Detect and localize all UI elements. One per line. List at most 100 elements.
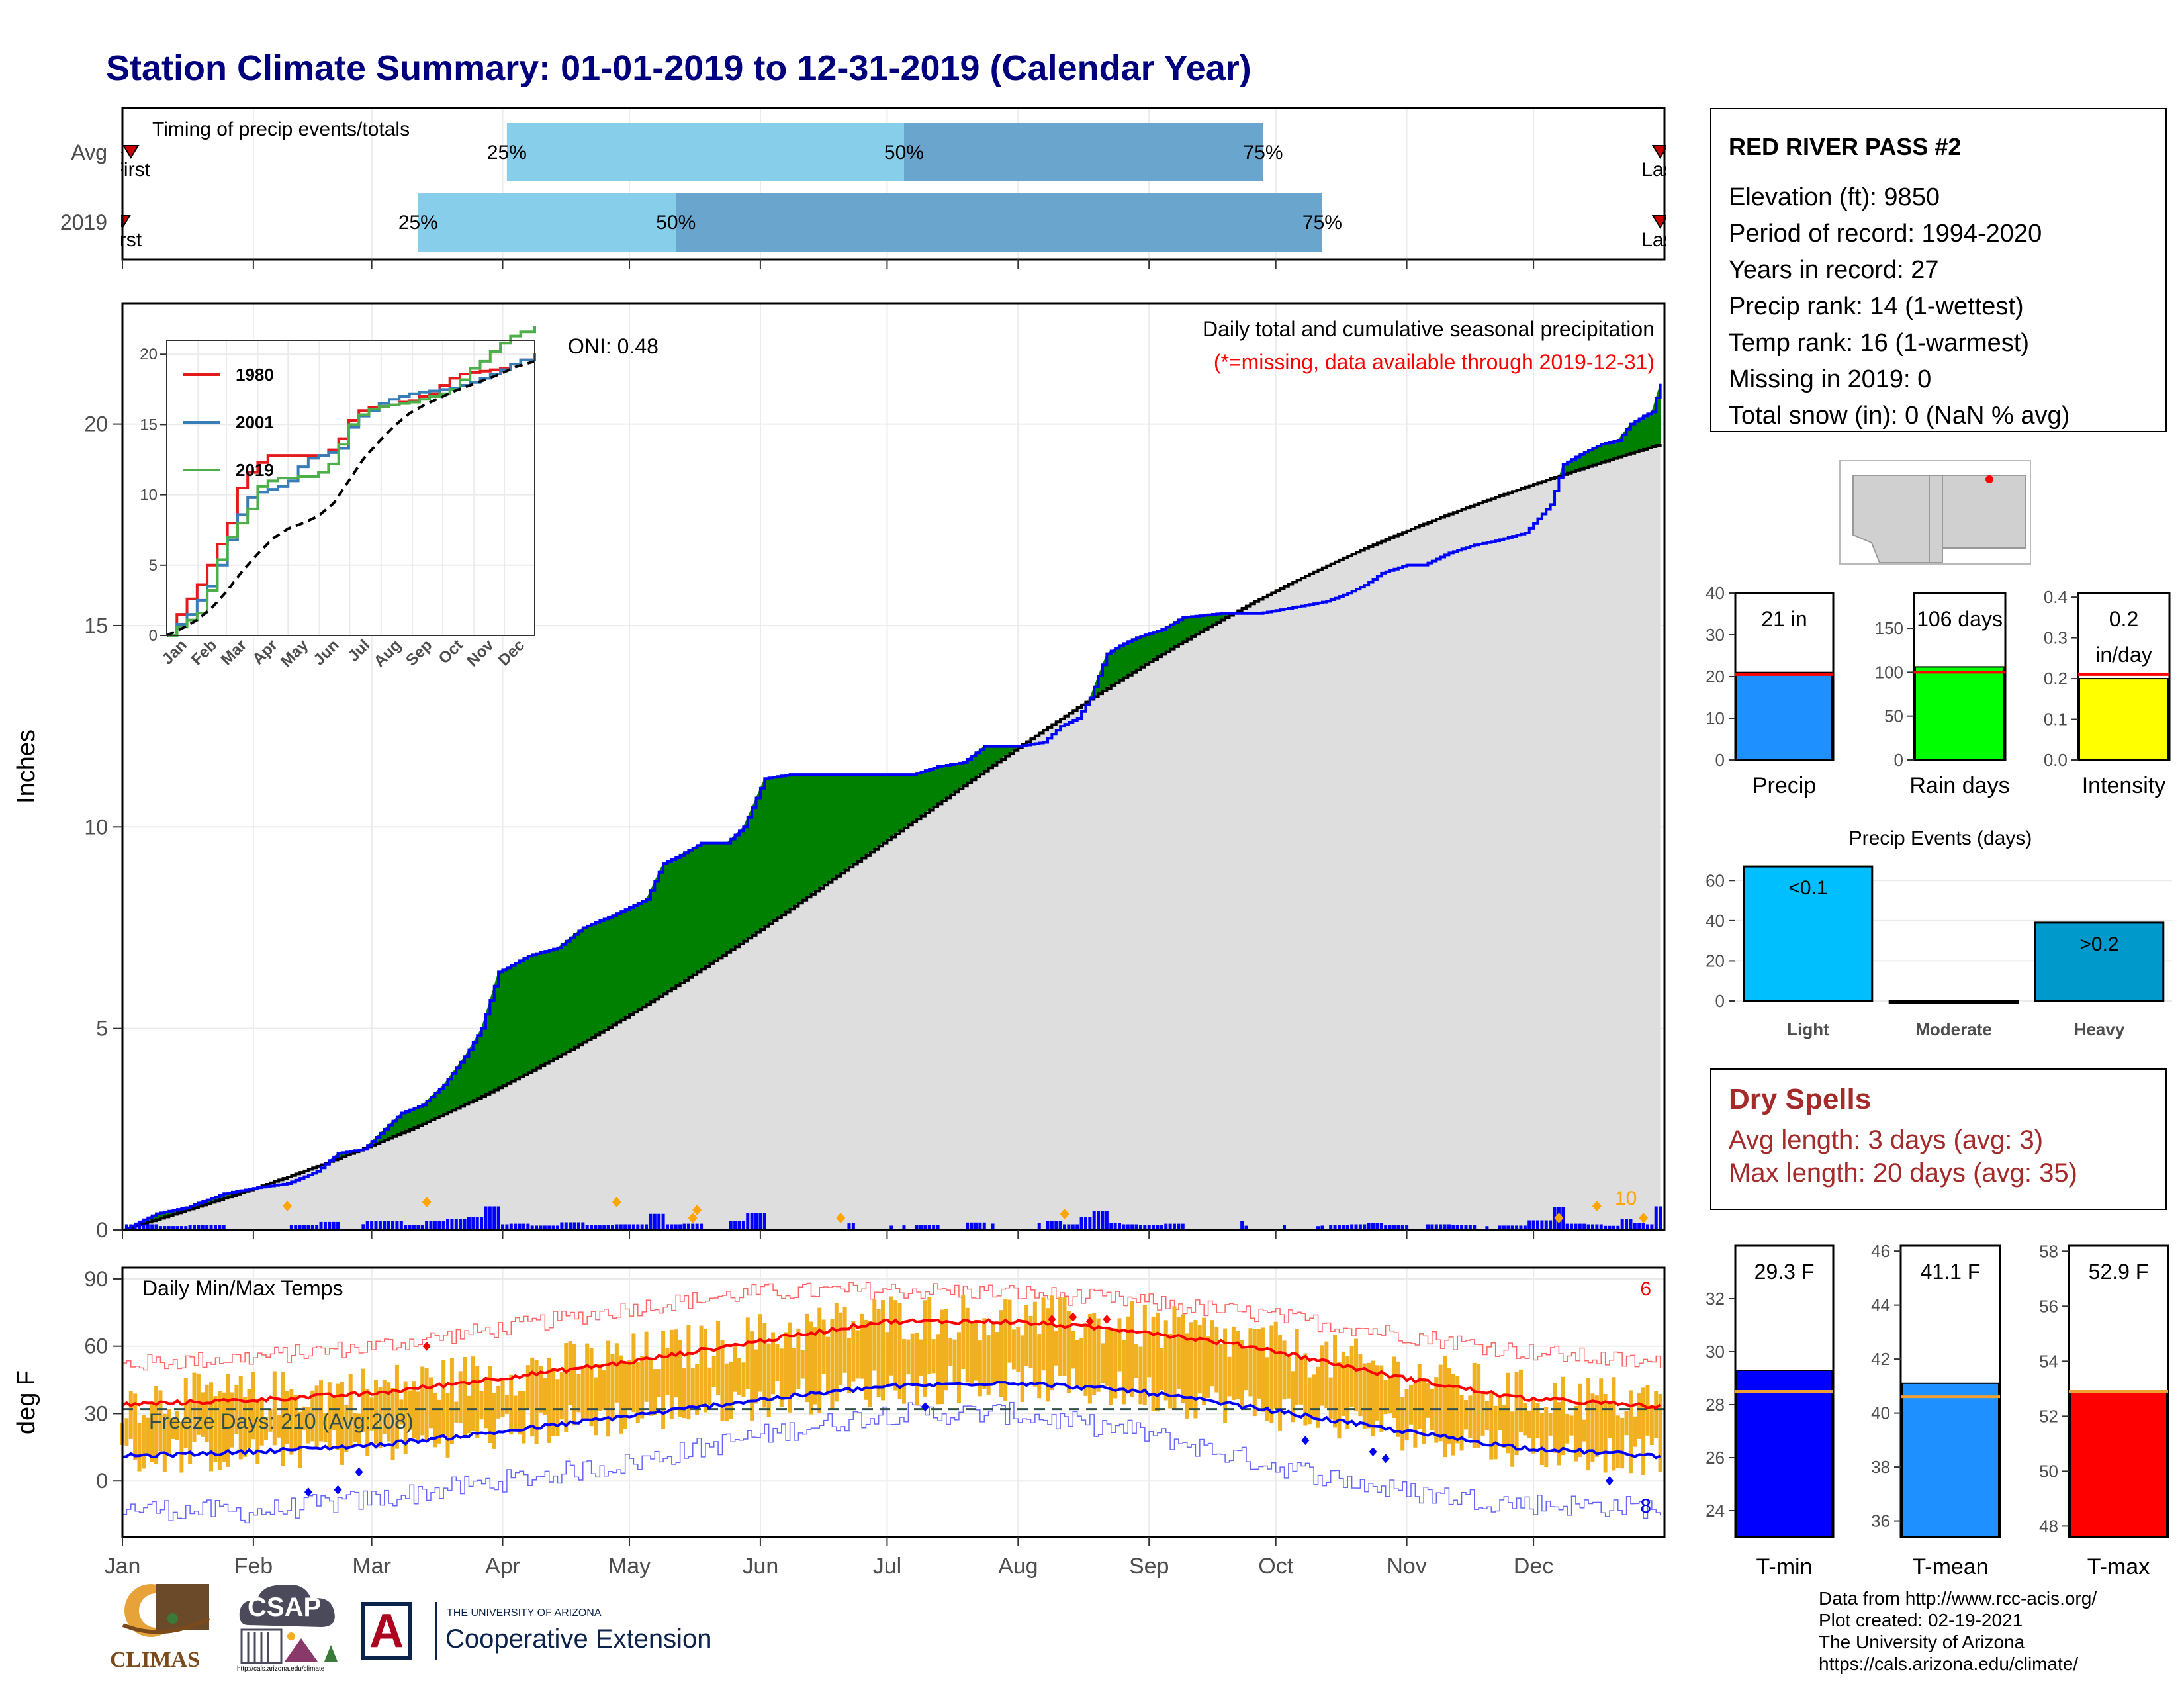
precip-title: Daily total and cumulative seasonal prec… <box>1203 317 1655 341</box>
temp-daily-bar <box>1197 1325 1202 1394</box>
inset-legend-label: 2001 <box>236 412 274 432</box>
precip-daily-bar <box>1384 1225 1388 1230</box>
temp-daily-bar <box>1404 1389 1409 1441</box>
temp-daily-bar <box>1324 1341 1329 1409</box>
precip-daily-bar <box>1156 1225 1160 1230</box>
temp-daily-bar <box>162 1413 167 1472</box>
temp-daily-bar <box>906 1339 911 1375</box>
temp-daily-bar <box>1548 1413 1553 1436</box>
precip-daily-bar <box>370 1221 374 1230</box>
temp-daily-bar <box>272 1371 277 1446</box>
temp-daily-bar <box>1248 1328 1253 1397</box>
precip-daily-bar <box>1498 1225 1502 1230</box>
precip-anomaly-fill <box>861 774 867 859</box>
precip-daily-bar <box>323 1221 327 1230</box>
temp-daily-bar <box>1307 1377 1312 1425</box>
precip-daily-bar <box>1523 1225 1527 1230</box>
temp-daily-bar <box>784 1332 788 1399</box>
timing-label-25: 25% <box>487 142 527 164</box>
temp-daily-bar <box>589 1348 594 1427</box>
precip-daily-bar <box>1519 1225 1523 1230</box>
precip-heavy-marker <box>1554 1213 1564 1223</box>
temp-daily-bar <box>543 1378 547 1415</box>
temp-daily-bar <box>1396 1361 1400 1437</box>
precip-daily-bar <box>425 1221 429 1230</box>
precip-daily-bar <box>1544 1220 1548 1230</box>
precip-anomaly-fill <box>612 913 617 1026</box>
precip-daily-bar <box>163 1226 167 1230</box>
temp-daily-bar <box>412 1381 416 1438</box>
precip-daily-bar <box>1540 1220 1544 1230</box>
inset-y-tick-label: 20 <box>140 346 158 363</box>
precip-daily-bar <box>919 1225 923 1230</box>
temp-daily-bar <box>1092 1313 1097 1395</box>
precip-daily-bar <box>522 1223 525 1230</box>
temp-daily-bar <box>986 1335 991 1395</box>
mini-chart-y-tick-label: 48 <box>2039 1516 2058 1536</box>
temp-daily-bar <box>441 1360 446 1438</box>
precip-anomaly-fill <box>1140 634 1146 668</box>
temp-daily-bar <box>936 1334 940 1405</box>
temp-daily-bar <box>1278 1335 1283 1431</box>
precip-daily-bar <box>606 1225 610 1230</box>
precip-anomaly-fill <box>836 774 841 877</box>
precip-anomaly-fill <box>907 774 913 826</box>
temp-daily-bar <box>504 1395 509 1414</box>
temp-daily-bar <box>1028 1316 1033 1368</box>
precip-daily-bar <box>556 1225 560 1230</box>
precip-anomaly-fill <box>811 774 816 895</box>
precip-daily-bar <box>289 1225 293 1230</box>
precip-y-tick-label: 5 <box>96 1017 108 1041</box>
temp-daily-bar <box>851 1321 856 1382</box>
precip-anomaly-fill <box>625 907 630 1018</box>
precip-anomaly-fill <box>696 842 702 973</box>
precip-daily-bar <box>175 1226 179 1230</box>
temp-daily-bar <box>1134 1344 1139 1378</box>
temp-daily-bar <box>1071 1331 1075 1369</box>
temp-daily-bar <box>1426 1383 1430 1418</box>
mini-chart-precip_total: 0 10 20 30 40 21 in Precip <box>1706 583 1835 798</box>
temp-daily-bar <box>750 1331 754 1421</box>
precip-anomaly-fill <box>646 890 651 1006</box>
temp-daily-bar <box>1181 1314 1185 1403</box>
precip-daily-bar <box>205 1225 209 1230</box>
precip-heavy-marker <box>612 1197 621 1207</box>
temp-daily-bar <box>1105 1328 1109 1386</box>
temp-daily-bar <box>995 1332 999 1383</box>
temp-daily-bar <box>699 1325 704 1407</box>
precip-anomaly-fill <box>739 826 744 945</box>
ua-cooperative-extension-logo: A THE UNIVERSITY OF ARIZONA Cooperative … <box>361 1602 745 1668</box>
precip-daily-bar <box>1612 1225 1615 1230</box>
climas-logo: CLIMAS <box>110 1579 222 1678</box>
precip-daily-bar <box>1126 1224 1130 1230</box>
temp-daily-bar <box>319 1380 324 1442</box>
temp-daily-bar <box>576 1374 581 1413</box>
dry-spells-box: Dry Spells Avg length: 3 days (avg: 3) M… <box>1710 1068 2167 1210</box>
temp-daily-bar <box>488 1366 492 1444</box>
temp-daily-bar <box>226 1374 230 1467</box>
timing-bar-q3 <box>676 193 1322 252</box>
mini-chart-y-tick-label: 0.4 <box>2044 587 2068 607</box>
precip-daily-bar <box>1515 1225 1519 1230</box>
temp-daily-bar <box>1535 1403 1540 1439</box>
mini-chart-y-tick-label: 42 <box>1871 1349 1890 1369</box>
precip-daily-bar <box>1388 1225 1392 1230</box>
precip-anomaly-fill <box>831 774 837 880</box>
temp-daily-bar <box>327 1382 332 1450</box>
temp-daily-bar <box>897 1303 902 1399</box>
temp-daily-bar <box>860 1313 864 1379</box>
mini-chart-bar <box>2079 678 2169 761</box>
precip-daily-bar <box>218 1225 222 1230</box>
precip-daily-bar <box>1455 1225 1459 1230</box>
precip-anomaly-fill <box>557 943 563 1057</box>
temp-daily-bar <box>1459 1395 1464 1451</box>
precip-daily-bar <box>1109 1223 1113 1230</box>
precip-heavy-marker <box>1639 1213 1649 1223</box>
timing-label-50: 50% <box>656 212 696 234</box>
temp-daily-bar <box>1531 1397 1536 1454</box>
precip-daily-bar <box>454 1219 458 1230</box>
temp-daily-bar <box>1641 1387 1646 1476</box>
temp-daily-bar <box>1303 1353 1308 1426</box>
temp-daily-bar <box>974 1319 978 1381</box>
precip-events-y-tick-label: 40 <box>1706 911 1725 931</box>
